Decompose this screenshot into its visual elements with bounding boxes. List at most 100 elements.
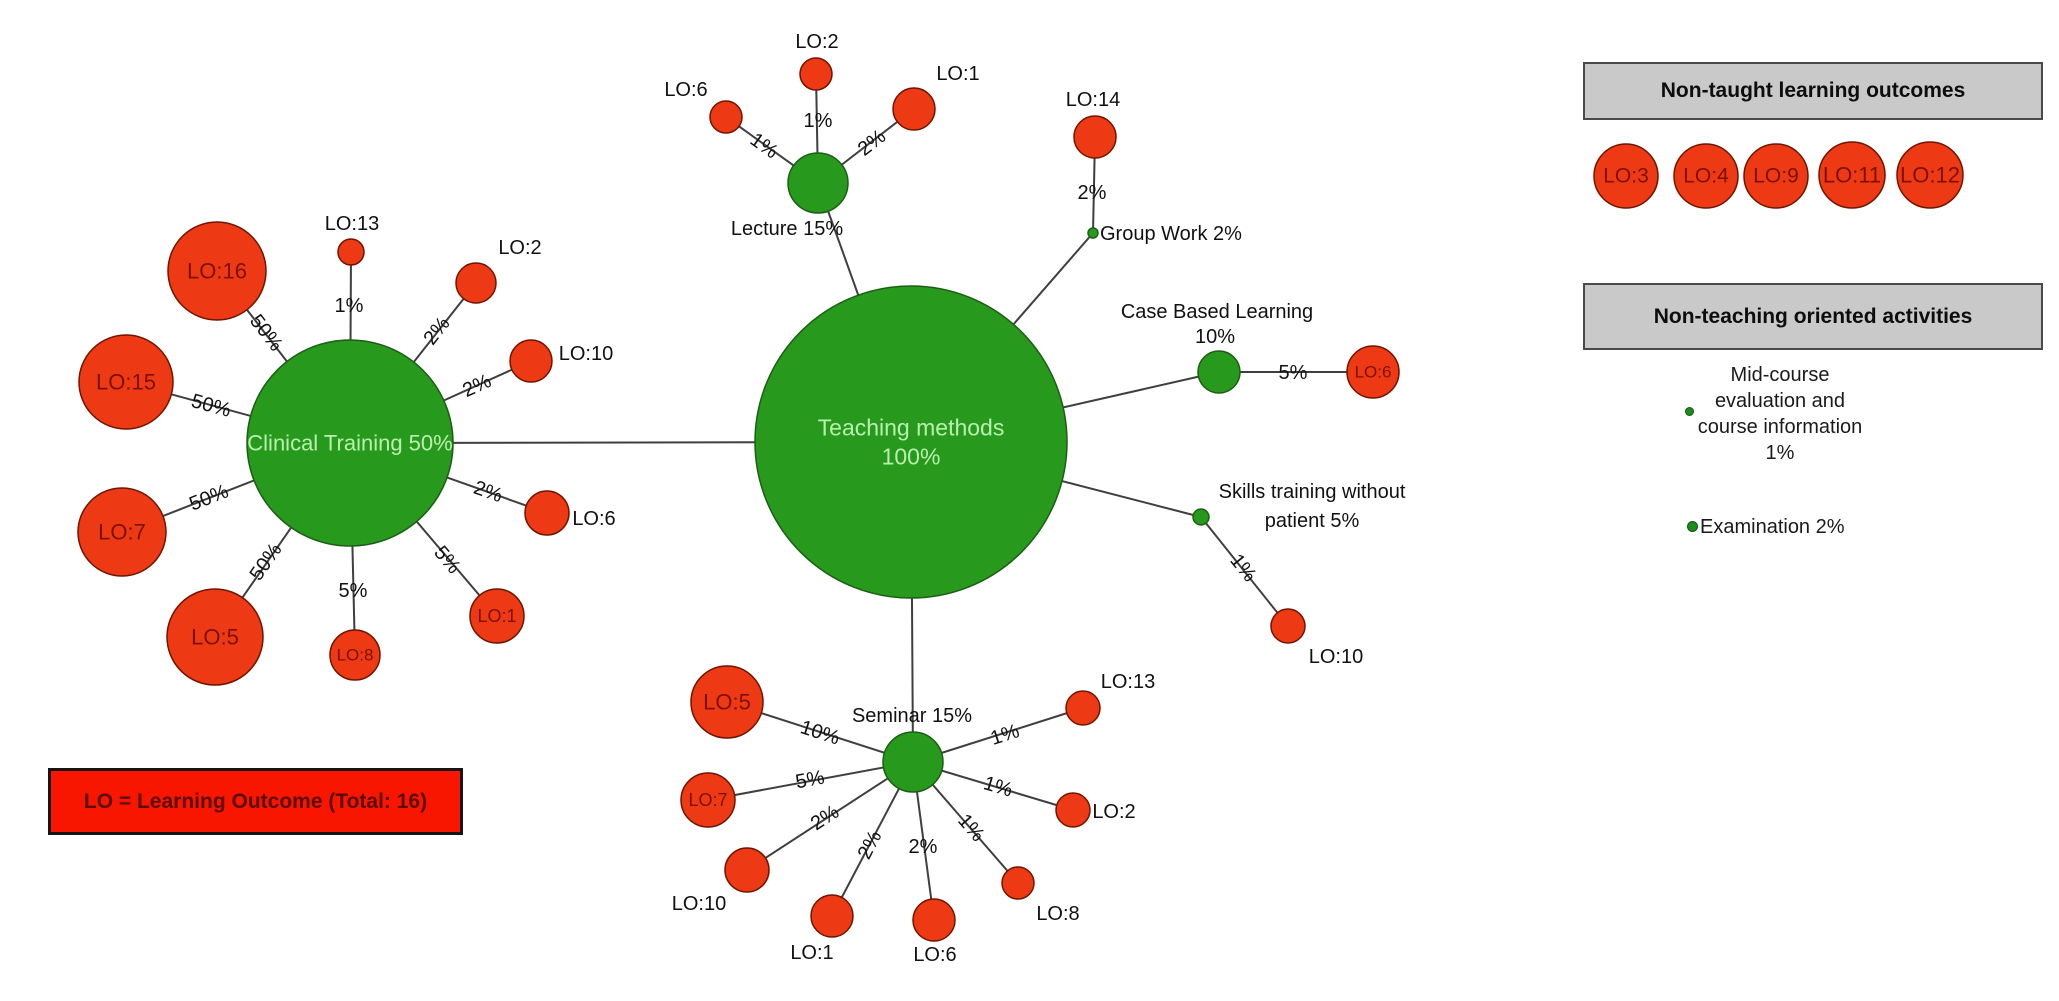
edge-seminar-se10 — [746, 761, 914, 871]
edge-label-seminar-se1: 2% — [854, 827, 887, 863]
text-lo2-clinical-label: LO:2 — [498, 237, 541, 259]
text-lo2-seminar-label: LO:2 — [1092, 801, 1135, 823]
node-label-p4: LO:4 — [1683, 165, 1729, 188]
node-p9 — [1743, 143, 1809, 209]
node-se8 — [1001, 866, 1035, 900]
edge-label-seminar-se5: 10% — [798, 716, 843, 749]
node-label-p12: LO:12 — [1900, 163, 1960, 188]
node-label-c15: LO:15 — [96, 370, 156, 395]
non-teaching-panel-header: Non-teaching oriented activities — [1583, 283, 2043, 350]
edge-label-clinical-c5: 50% — [246, 539, 287, 585]
node-p3 — [1593, 143, 1659, 209]
node-label-p9: LO:9 — [1753, 165, 1799, 188]
node-label-c1: LO:1 — [477, 606, 516, 626]
node-label-p3: LO:3 — [1603, 165, 1649, 188]
node-c16 — [167, 221, 267, 321]
text-seminar-label: Seminar 15% — [852, 705, 972, 727]
node-teaching — [754, 285, 1068, 599]
node-g14 — [1073, 115, 1117, 159]
node-label-p11: LO:11 — [1823, 163, 1881, 188]
node-c15 — [78, 334, 174, 430]
node-label-c16: LO:16 — [187, 259, 247, 284]
edge-label-seminar-se13: 1% — [988, 720, 1022, 750]
node-label-se5: LO:5 — [703, 690, 751, 715]
edge-label-lecture-l2: 1% — [804, 110, 833, 132]
non-teaching-panel-title: Non-teaching oriented activities — [1653, 304, 1973, 328]
text-lo10-seminar-label: LO:10 — [672, 893, 726, 915]
node-seminar — [882, 731, 944, 793]
edge-label-lecture-l6: 1% — [746, 129, 782, 164]
node-label-se7: LO:7 — [688, 790, 727, 810]
node-label-clinical: Clinical Training 50% — [247, 431, 452, 456]
node-se1 — [810, 894, 854, 938]
text-lo10-skills-label: LO:10 — [1309, 646, 1363, 668]
text-lo6-seminar-label: LO:6 — [913, 944, 956, 966]
edge-label-clinical-c7: 50% — [186, 480, 231, 515]
node-label-teaching: Teaching methods 100% — [818, 415, 1005, 470]
node-p11 — [1818, 141, 1886, 209]
text-lo6-lecture-label: LO:6 — [664, 79, 707, 101]
node-clinical — [246, 339, 454, 547]
node-c8 — [329, 629, 381, 681]
edge-label-clinical-c8: 5% — [339, 580, 368, 602]
node-c2 — [455, 262, 497, 304]
node-se13 — [1065, 690, 1101, 726]
node-l6 — [709, 100, 743, 134]
node-label-c8: LO:8 — [337, 646, 374, 665]
node-skills — [1192, 508, 1210, 526]
edge-label-cbl-cb6: 5% — [1279, 362, 1308, 384]
text-lo13-seminar-label: LO:13 — [1101, 671, 1155, 693]
edge-label-seminar-se6: 2% — [909, 836, 938, 858]
node-se2 — [1055, 792, 1091, 828]
text-lo13-clinical-label: LO:13 — [325, 213, 379, 235]
node-label-cb6: LO:6 — [1355, 363, 1392, 382]
edge-seminar-se7 — [707, 761, 914, 801]
edge-label-clinical-c16: 50% — [245, 310, 287, 355]
text-lo6-clinical-label: LO:6 — [572, 508, 615, 530]
node-c1 — [469, 588, 525, 644]
edge-label-seminar-se10: 2% — [807, 801, 843, 835]
node-label-c7: LO:7 — [98, 520, 146, 545]
text-lecture-label: Lecture 15% — [731, 218, 844, 240]
node-l1 — [892, 87, 936, 131]
edge-skills-s10 — [1200, 516, 1289, 627]
text-lo14-groupwork-label: LO:14 — [1066, 89, 1120, 111]
node-c6 — [524, 490, 570, 536]
text-lo1-lecture-label: LO:1 — [936, 63, 979, 85]
node-cbl — [1197, 350, 1241, 394]
text-lo10-clinical-label: LO:10 — [559, 343, 613, 365]
text-lo1-seminar-label: LO:1 — [790, 942, 833, 964]
examination-dot-icon — [1687, 521, 1698, 532]
node-se7 — [680, 772, 736, 828]
midcourse-dot-icon — [1685, 407, 1694, 416]
text-lo2-lecture-label: LO:2 — [795, 31, 838, 53]
node-lecture — [787, 152, 849, 214]
node-s10 — [1270, 608, 1306, 644]
text-skills-label-line2: patient 5% — [1265, 510, 1360, 532]
edge-label-clinical-c10: 2% — [459, 370, 495, 402]
edge-label-clinical-c13: 1% — [335, 295, 364, 317]
text-lo8-seminar-label: LO:8 — [1036, 903, 1079, 925]
node-l2 — [799, 57, 833, 91]
edge-label-clinical-c6: 2% — [471, 477, 506, 507]
text-skills-label-line1: Skills training without — [1219, 481, 1406, 503]
node-cb6 — [1346, 345, 1400, 399]
edge-label-seminar-se7: 5% — [794, 767, 827, 794]
edge-label-clinical-c15: 50% — [189, 390, 234, 422]
node-c13 — [337, 238, 365, 266]
text-cbl-label-line1: Case Based Learning — [1121, 301, 1313, 323]
text-cbl-label-line2: 10% — [1195, 326, 1235, 348]
node-c10 — [509, 339, 553, 383]
examination-label: Examination 2% — [1700, 516, 1845, 538]
node-groupwork — [1087, 227, 1099, 239]
legend-label: LO = Learning Outcome (Total: 16) — [83, 789, 428, 813]
text-groupwork-label: Group Work 2% — [1100, 223, 1242, 245]
midcourse-label: Mid-course evaluation and course informa… — [1697, 364, 1863, 464]
node-se10 — [724, 847, 770, 893]
node-se6 — [912, 898, 956, 942]
node-p12 — [1896, 141, 1964, 209]
node-c5 — [166, 588, 264, 686]
node-label-c5: LO:5 — [191, 625, 239, 650]
